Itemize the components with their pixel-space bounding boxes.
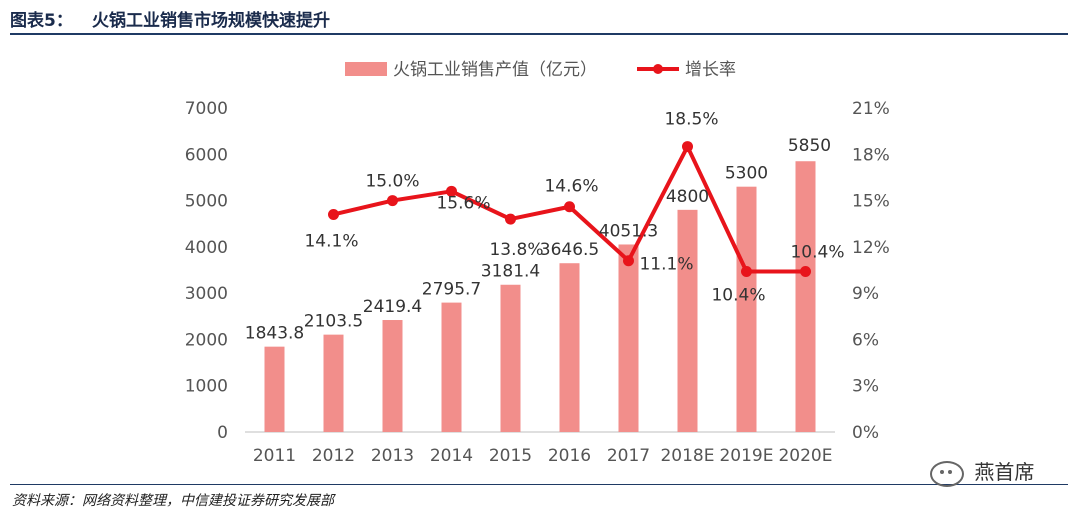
- growth-value-label: 10.4%: [790, 243, 844, 263]
- watermark-text: 燕首席: [974, 460, 1035, 484]
- growth-value-label: 15.0%: [365, 172, 419, 192]
- figure-header: 图表5： 火锅工业销售市场规模快速提升: [0, 0, 1068, 36]
- right-tick-label: 18%: [852, 145, 890, 165]
- line-point: [446, 185, 457, 197]
- bar: [618, 244, 639, 432]
- left-tick-label: 3000: [185, 284, 228, 304]
- left-tick-label: 6000: [185, 145, 228, 165]
- bar: [559, 263, 580, 432]
- right-tick-label: 15%: [852, 192, 890, 212]
- right-tick-label: 21%: [852, 99, 890, 119]
- x-tick-label: 2014: [430, 446, 473, 466]
- bar-value-label: 5850: [788, 136, 831, 156]
- bar-value-label: 1843.8: [245, 324, 304, 344]
- line-series: [328, 141, 811, 278]
- line-data-labels: 14.1% 15.0% 15.6% 13.8% 14.6% 11.1% 18.5% 10.4%…: [304, 110, 844, 306]
- source-note: 资料来源：网络资料整理，中信建投证券研究发展部: [12, 493, 334, 509]
- left-axis: 0 1000 2000 3000 4000 5000 6000 7000: [185, 99, 228, 443]
- growth-value-label: 14.1%: [304, 231, 358, 251]
- legend-bar-swatch: [345, 62, 387, 76]
- bar-value-label: 4800: [666, 187, 709, 207]
- left-tick-label: 5000: [185, 192, 228, 212]
- bar: [323, 334, 344, 432]
- line-point: [505, 213, 516, 225]
- x-tick-label: 2012: [312, 446, 355, 466]
- growth-value-label: 10.4%: [711, 286, 765, 306]
- x-tick-label: 2013: [371, 446, 414, 466]
- right-tick-label: 3%: [852, 377, 879, 397]
- left-tick-label: 1000: [185, 377, 228, 397]
- bar-value-label: 4051.3: [599, 221, 658, 241]
- right-tick-label: 0%: [852, 423, 879, 443]
- legend-bar-label: 火锅工业销售产值（亿元）: [393, 60, 597, 80]
- left-tick-label: 4000: [185, 238, 228, 258]
- x-tick-label: 2016: [548, 446, 591, 466]
- bar: [382, 320, 403, 432]
- bar-value-label: 2795.7: [422, 280, 481, 300]
- figure-title: 火锅工业销售市场规模快速提升: [92, 11, 330, 31]
- bar-value-label: 3646.5: [540, 240, 599, 260]
- legend-line-label: 增长率: [685, 60, 736, 80]
- header-rule: [10, 33, 1068, 35]
- bar: [677, 209, 698, 432]
- line-point: [328, 208, 339, 220]
- growth-value-label: 15.6%: [436, 193, 490, 213]
- line-point: [623, 255, 634, 267]
- x-tick-label: 2011: [253, 446, 296, 466]
- left-tick-label: 0: [217, 423, 228, 443]
- bar-value-label: 3181.4: [481, 262, 540, 282]
- bar: [795, 161, 816, 432]
- right-axis: 0% 3% 6% 9% 12% 15% 18% 21%: [852, 99, 890, 443]
- x-axis: 2011 2012 2013 2014 2015 2016 2017 2018E 2019E 20…: [253, 446, 833, 466]
- combo-chart: 火锅工业销售产值（亿元） 增长率 0 1000 2000 3000 4000 5000 60…: [185, 60, 890, 466]
- bar: [736, 186, 757, 432]
- x-tick-label: 2019E: [719, 446, 773, 466]
- line-point: [800, 266, 811, 278]
- bar-value-label: 2103.5: [304, 312, 363, 332]
- left-tick-label: 2000: [185, 330, 228, 350]
- bar-value-label: 2419.4: [363, 297, 422, 317]
- growth-value-label: 18.5%: [664, 110, 718, 130]
- x-tick-label: 2020E: [778, 446, 832, 466]
- legend-line-marker: [653, 64, 663, 74]
- line-point: [741, 266, 752, 278]
- x-tick-label: 2018E: [660, 446, 714, 466]
- line-point: [387, 195, 398, 207]
- growth-value-label: 11.1%: [639, 255, 693, 275]
- line-point: [564, 201, 575, 213]
- watermark: 燕首席: [930, 456, 1034, 487]
- x-tick-label: 2015: [489, 446, 532, 466]
- footer-rule: [10, 484, 1068, 485]
- wechat-icon: [930, 460, 964, 487]
- right-tick-label: 9%: [852, 284, 879, 304]
- bar: [264, 346, 285, 432]
- bar: [441, 302, 462, 432]
- growth-value-label: 13.8%: [489, 240, 543, 260]
- bar: [500, 284, 521, 432]
- bar-series: [264, 161, 816, 432]
- bar-value-label: 5300: [725, 164, 768, 184]
- right-tick-label: 6%: [852, 330, 879, 350]
- growth-value-label: 14.6%: [544, 177, 598, 197]
- bar-data-labels: 1843.82103.52419.42795.73181.43646.54051…: [245, 136, 831, 343]
- right-tick-label: 12%: [852, 238, 890, 258]
- figure-number: 图表5：: [10, 11, 73, 31]
- chart-legend: 火锅工业销售产值（亿元） 增长率: [345, 60, 736, 80]
- line-point: [682, 141, 693, 153]
- x-tick-label: 2017: [607, 446, 650, 466]
- left-tick-label: 7000: [185, 99, 228, 119]
